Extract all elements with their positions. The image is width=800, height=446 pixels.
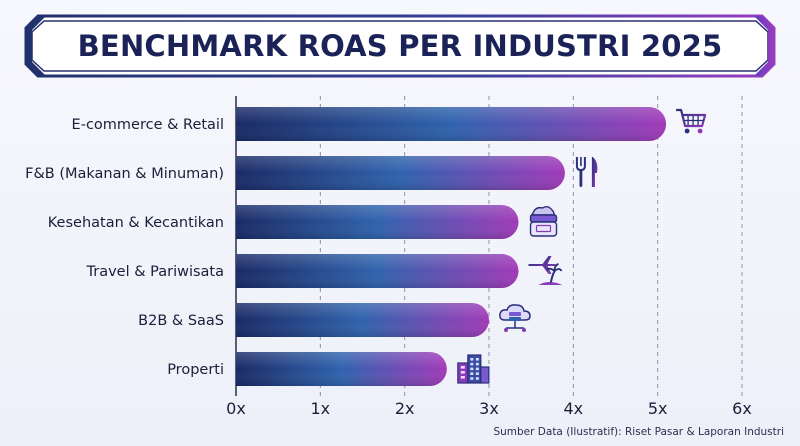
bar-row	[236, 352, 447, 386]
bar-shine	[236, 303, 489, 337]
bar-shine	[236, 205, 519, 239]
x-tick-label: 0x	[226, 399, 246, 418]
shopping-cart-icon	[676, 108, 707, 134]
plane-palm-icon	[528, 256, 563, 286]
bar-shine	[236, 254, 519, 288]
category-label: F&B (Makanan & Minuman)	[25, 166, 224, 182]
bar-icons	[457, 108, 707, 384]
bar-row	[236, 107, 667, 141]
x-tick-label: 6x	[732, 399, 752, 418]
source-note: Sumber Data (Ilustratif): Riset Pasar & …	[493, 426, 784, 438]
bar-row	[236, 303, 489, 337]
cloud-server-icon	[499, 304, 531, 332]
category-labels: E-commerce & Retail F&B (Makanan & Minuma…	[25, 117, 224, 378]
category-label: Properti	[167, 362, 224, 378]
bar-shine	[236, 352, 447, 386]
chart-title: BENCHMARK ROAS PER INDUSTRI 2025	[77, 29, 723, 63]
category-label: Travel & Pariwisata	[86, 264, 225, 280]
bar-row	[236, 156, 565, 190]
bars	[236, 107, 667, 386]
fork-knife-icon	[575, 157, 598, 187]
x-tick-label: 3x	[479, 399, 499, 418]
category-label: B2B & SaaS	[138, 313, 224, 329]
cosmetic-jar-icon	[529, 205, 558, 237]
x-axis-ticks: 0x 1x 2x 3x 4x 5x 6x	[226, 399, 752, 418]
x-tick-label: 1x	[311, 399, 331, 418]
bar-shine	[236, 156, 565, 190]
category-label: E-commerce & Retail	[72, 117, 224, 133]
category-label: Kesehatan & Kecantikan	[48, 215, 224, 231]
title-banner: BENCHMARK ROAS PER INDUSTRI 2025	[24, 14, 776, 78]
banner-frame	[24, 14, 776, 78]
gridlines	[235, 96, 743, 396]
bar-shine	[236, 107, 667, 141]
x-tick-label: 5x	[648, 399, 668, 418]
building-icon	[457, 354, 490, 384]
x-tick-label: 4x	[564, 399, 584, 418]
bar-row	[236, 254, 519, 288]
bar-row	[236, 205, 519, 239]
x-tick-label: 2x	[395, 399, 415, 418]
